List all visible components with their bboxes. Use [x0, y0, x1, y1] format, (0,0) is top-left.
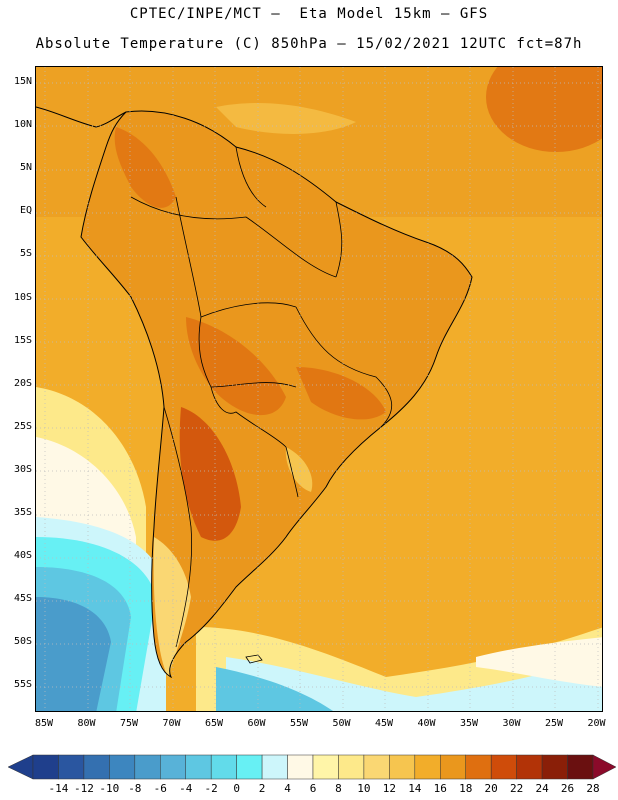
lon-label: 40W	[417, 718, 436, 729]
lat-label: 15N	[13, 76, 32, 87]
colorbar-arrow-high	[592, 754, 617, 780]
lat-label: 5S	[19, 248, 32, 260]
lon-label: 85W	[34, 718, 54, 729]
colorbar-label: 10	[357, 782, 371, 795]
colorbar-cell	[440, 754, 466, 780]
colorbar-label: 6	[309, 782, 317, 795]
lat-label: 40S	[13, 550, 32, 562]
colorbar-label: 2	[258, 782, 266, 795]
lat-label: 55S	[13, 679, 32, 691]
map-canvas	[36, 67, 602, 711]
central-america-coast	[36, 106, 127, 128]
lon-label: 45W	[374, 718, 394, 729]
colorbar-label: 24	[535, 782, 549, 795]
colorbar-cell	[134, 754, 161, 780]
field-south-band-4	[476, 637, 602, 687]
colorbar	[8, 754, 617, 780]
field-south-band-3	[216, 667, 333, 711]
lon-label: 35W	[459, 718, 479, 729]
colorbar-label: 26	[560, 782, 575, 795]
colorbar-label: 0	[233, 782, 240, 795]
colorbar-cell	[465, 754, 492, 780]
colorbar-label: -14	[48, 782, 69, 795]
colorbar-cell	[160, 754, 186, 780]
colorbar-label: 22	[510, 782, 524, 795]
lat-label: EQ	[19, 205, 32, 217]
lat-label: 45S	[13, 593, 32, 605]
colorbar-arrow-low	[8, 754, 34, 780]
lon-label: 25W	[544, 718, 564, 729]
land-hot-central	[186, 317, 286, 416]
colorbar-cell	[338, 754, 365, 780]
lat-label: 30S	[13, 463, 32, 475]
lat-label: 35S	[13, 507, 32, 518]
lon-label: 20W	[587, 718, 606, 729]
colorbar-cell	[261, 754, 288, 780]
lat-label: 5N	[19, 162, 32, 174]
coastline	[80, 110, 473, 679]
colorbar-label: 20	[484, 782, 498, 795]
colorbar-cell	[236, 754, 263, 780]
colorbar-cell	[567, 754, 594, 780]
colorbar-cell	[185, 754, 212, 780]
title-line-2: Absolute Temperature (C) 850hPa – 15/02/…	[35, 36, 583, 52]
country-borders	[130, 146, 393, 648]
field-south-band-2	[226, 657, 602, 711]
colorbar-label: 8	[335, 782, 342, 795]
colorbar-label: 28	[586, 782, 600, 795]
lat-lon-grid	[36, 67, 602, 711]
lat-label: 15S	[13, 334, 32, 346]
colorbar-cell	[210, 754, 237, 780]
title-line-1: CPTEC/INPE/MCT – Eta Model 15km – GFS	[129, 6, 489, 22]
lon-label: 30W	[502, 718, 521, 729]
land-hottest-argentina	[179, 407, 241, 541]
colorbar-cell	[32, 754, 59, 780]
land-warm-uruguay	[285, 447, 313, 492]
colorbar-cell	[312, 754, 339, 780]
colorbar-cell	[414, 754, 441, 780]
field-sw-band-6	[36, 597, 111, 711]
colorbar-cell	[58, 754, 85, 780]
colorbar-cell	[490, 754, 517, 780]
lat-label: 10N	[13, 119, 32, 131]
colorbar-label: -10	[99, 782, 120, 795]
falklands-outline	[245, 654, 263, 664]
colorbar-label: 4	[284, 782, 291, 795]
lon-label: 70W	[162, 718, 181, 729]
lat-label: 10S	[13, 291, 32, 303]
colorbar-cell	[109, 754, 136, 780]
lon-label: 75W	[119, 718, 139, 729]
colorbar-label: 16	[433, 782, 447, 795]
colorbar-label: -8	[128, 782, 142, 795]
colorbar-label: 12	[382, 782, 396, 795]
colorbar-label: 14	[408, 782, 422, 795]
lat-label: 50S	[13, 636, 32, 648]
colorbar-label: -6	[153, 782, 167, 795]
lon-label: 50W	[332, 718, 351, 729]
colorbar-label: -12	[73, 782, 94, 795]
lon-label: 65W	[204, 718, 224, 729]
lon-label: 55W	[289, 718, 309, 729]
lon-label: 80W	[77, 718, 96, 729]
field-ne-hot	[486, 67, 602, 152]
lat-label: 20S	[13, 377, 32, 389]
colorbar-cell	[389, 754, 416, 780]
colorbar-cell	[541, 754, 568, 780]
colorbar-label: 18	[459, 782, 473, 795]
colorbar-label: -2	[204, 782, 218, 795]
land-patagonia	[153, 537, 191, 677]
colorbar-cell	[363, 754, 390, 780]
lon-label: 60W	[247, 718, 266, 729]
colorbar-cell	[83, 754, 110, 780]
land-hot-east	[296, 367, 386, 420]
colorbar-cell	[287, 754, 314, 780]
colorbar-label: -4	[179, 782, 193, 795]
lat-label: 25S	[13, 420, 32, 432]
temperature-map	[35, 66, 603, 712]
colorbar-cell	[516, 754, 543, 780]
